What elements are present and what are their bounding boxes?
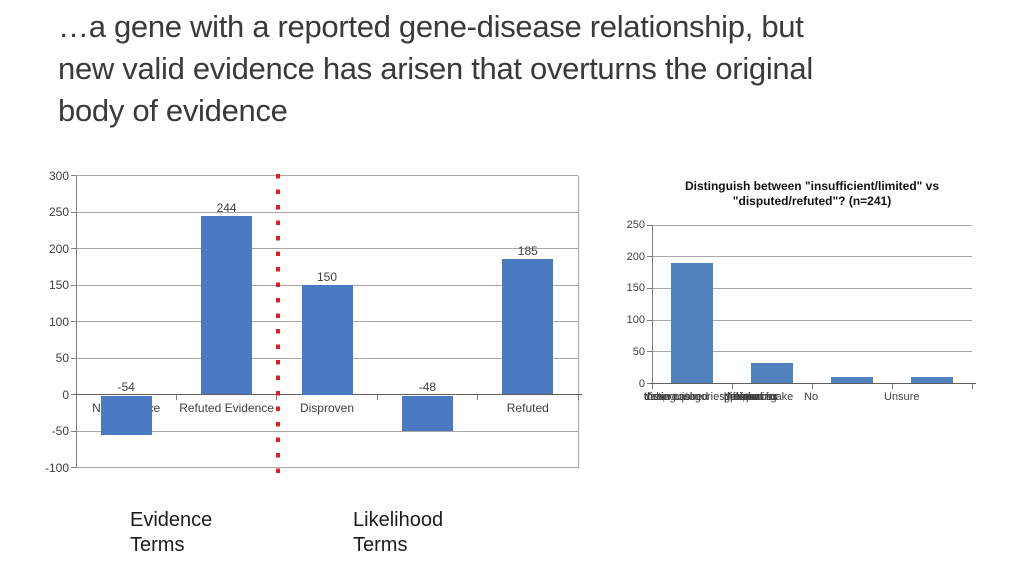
y-axis-tick-mark [71, 284, 76, 286]
gridline [652, 351, 972, 353]
y-axis-tick-label: 50 [632, 345, 645, 358]
bar [401, 395, 453, 431]
y-axis-tick-label: 50 [55, 351, 69, 365]
y-axis-tick-mark [647, 224, 652, 226]
gridline [76, 211, 578, 213]
bar [201, 216, 253, 395]
y-axis-tick-mark [71, 248, 76, 249]
y-axis-tick-mark [647, 351, 652, 353]
bar-data-label: 185 [517, 244, 538, 259]
gridline [76, 248, 578, 249]
gridline [76, 467, 578, 468]
x-axis-line [650, 382, 976, 385]
x-axis-tick-mark [75, 394, 77, 400]
y-axis-line [75, 175, 77, 468]
bar [911, 377, 953, 384]
bar [301, 285, 353, 395]
y-axis-tick-label: 200 [626, 250, 645, 263]
gridline [76, 175, 578, 176]
y-axis-tick-label: 200 [48, 241, 69, 256]
bar [671, 263, 713, 384]
y-axis-tick-mark [71, 321, 76, 322]
y-axis-tick-label: 150 [626, 282, 645, 295]
y-axis-tick-label: 0 [638, 377, 645, 390]
category-label: Refuted [506, 400, 549, 415]
x-axis-tick-mark [971, 383, 973, 389]
category-label: Disproven [299, 400, 354, 415]
y-axis-tick-mark [71, 175, 76, 176]
bar-data-label: -54 [117, 379, 135, 394]
y-axis-tick-label: -50 [51, 424, 69, 438]
x-axis-tick-mark [477, 394, 479, 400]
y-axis-tick-label: 250 [48, 205, 69, 219]
y-axis-tick-mark [71, 430, 76, 432]
x-axis-tick-mark [577, 394, 579, 400]
y-axis-tick-label: 100 [626, 314, 645, 327]
bar-data-label: 244 [216, 201, 237, 216]
x-axis-tick-mark [891, 383, 893, 389]
y-axis-tick-label: 150 [48, 278, 69, 292]
gridline [652, 287, 972, 289]
slide-title-line: body of evidence [58, 93, 288, 128]
footer-label-likelihood-terms: Likelihood Terms [353, 509, 444, 556]
red-dotted-divider [275, 174, 280, 484]
y-axis-tick-mark [71, 211, 76, 213]
y-axis-tick-mark [71, 394, 76, 395]
x-axis-tick-mark [731, 383, 733, 389]
bar [751, 362, 793, 384]
y-axis-tick-label: 250 [626, 219, 645, 231]
bar-data-label: 150 [316, 270, 338, 284]
bar-data-label: -48 [418, 379, 437, 394]
slide-title-line: …a gene with a reported gene-disease rel… [58, 9, 804, 44]
category-label: Refuted Evidence [179, 400, 274, 415]
gridline [652, 224, 972, 226]
gridline [652, 256, 972, 258]
y-axis-tick-mark [71, 357, 76, 359]
bar [100, 395, 152, 435]
y-axis-tick-mark [647, 319, 652, 321]
y-axis-tick-mark [647, 287, 652, 289]
gridline [652, 319, 972, 321]
y-axis-tick-mark [647, 383, 652, 384]
slide-title: …a gene with a reported gene-disease rel… [58, 6, 998, 132]
y-axis-tick-label: 0 [62, 387, 69, 402]
y-axis-tick-mark [71, 467, 76, 468]
gridline [76, 430, 578, 432]
footer-label-evidence-terms: Evidence Terms [130, 509, 213, 556]
bar [831, 377, 873, 384]
x-axis-tick-mark [811, 383, 813, 389]
y-axis-tick-label: 100 [48, 314, 69, 329]
y-axis-line [651, 225, 653, 384]
x-axis-tick-mark [175, 394, 177, 400]
x-axis-tick-mark [651, 383, 653, 389]
bar [502, 259, 554, 395]
y-axis-tick-mark [647, 256, 652, 258]
y-axis-tick-label: 300 [48, 168, 69, 183]
x-axis-line [74, 393, 582, 396]
chart-title-line: Distinguish between "insufficient/limite… [684, 179, 940, 193]
y-axis-tick-label: -100 [44, 460, 69, 475]
plot-border-right [577, 175, 579, 468]
x-axis-tick-mark [376, 394, 378, 400]
chart-title-line: "disputed/refuted"? (n=241) [732, 194, 892, 208]
chart-title: Distinguish between "insufficient/limite… [622, 179, 1002, 209]
slide-title-line: new valid evidence has arisen that overt… [58, 51, 813, 86]
